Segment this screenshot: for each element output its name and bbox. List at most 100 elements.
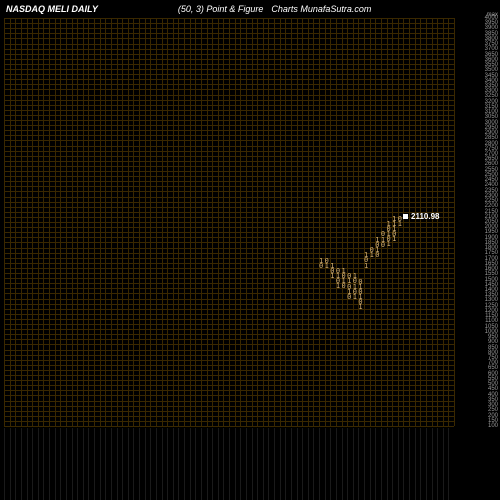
grid-line-v — [150, 18, 151, 426]
grid-line-v — [43, 18, 44, 426]
bottom-line — [263, 428, 264, 500]
bottom-line — [83, 428, 84, 500]
grid-line-v — [426, 18, 427, 426]
bottom-line — [72, 428, 73, 500]
bottom-line — [32, 428, 33, 500]
grid-line-v — [94, 18, 95, 426]
bottom-line — [448, 428, 449, 500]
current-price-marker — [403, 214, 408, 219]
grid-line-v — [139, 18, 140, 426]
pnf-cell: 1 — [358, 304, 362, 311]
grid-line-v — [55, 18, 56, 426]
bottom-line — [432, 428, 433, 500]
bottom-line — [313, 428, 314, 500]
y-axis-labels: 4000395039003850380037503700365036003550… — [456, 18, 498, 426]
pnf-cell: 1 — [353, 294, 357, 301]
grid-line-v — [15, 18, 16, 426]
bottom-line — [4, 428, 5, 500]
grid-line-v — [313, 18, 314, 426]
grid-line-v — [100, 18, 101, 426]
bottom-line — [15, 428, 16, 500]
grid-line-v — [403, 18, 404, 426]
grid-line-v — [280, 18, 281, 426]
current-price-label: 2110.98 — [411, 212, 439, 221]
grid-line-v — [330, 18, 331, 426]
grid-line-v — [88, 18, 89, 426]
pnf-cell: 1 — [330, 273, 334, 280]
bottom-line — [122, 428, 123, 500]
grid-line-v — [32, 18, 33, 426]
bottom-line — [100, 428, 101, 500]
grid-line-v — [297, 18, 298, 426]
chart-params: (50, 3) Point & Figure — [178, 4, 264, 14]
bottom-line — [88, 428, 89, 500]
pnf-cell: 1 — [370, 252, 374, 259]
grid-line-v — [167, 18, 168, 426]
grid-line-v — [325, 18, 326, 426]
bottom-line — [426, 428, 427, 500]
bottom-line — [246, 428, 247, 500]
bottom-line — [218, 428, 219, 500]
grid-line-v — [437, 18, 438, 426]
bottom-line — [229, 428, 230, 500]
grid-line-v — [252, 18, 253, 426]
grid-line-v — [443, 18, 444, 426]
grid-line-v — [178, 18, 179, 426]
grid-line-v — [190, 18, 191, 426]
bottom-line — [347, 428, 348, 500]
pnf-cell: 1 — [364, 263, 368, 270]
grid-line-v — [145, 18, 146, 426]
grid-line-v — [381, 18, 382, 426]
bottom-line — [415, 428, 416, 500]
grid-line-v — [420, 18, 421, 426]
grid-line-v — [432, 18, 433, 426]
pnf-cell: 0 — [381, 242, 385, 249]
grid-line-v — [347, 18, 348, 426]
bottom-line — [77, 428, 78, 500]
grid-line-v — [342, 18, 343, 426]
grid-line-v — [207, 18, 208, 426]
bottom-line — [190, 428, 191, 500]
pnf-cell: 1 — [387, 241, 391, 248]
bottom-line — [330, 428, 331, 500]
bottom-zone — [0, 428, 500, 500]
bottom-line — [398, 428, 399, 500]
grid-line-v — [268, 18, 269, 426]
grid-line-v — [336, 18, 337, 426]
grid-line-v — [358, 18, 359, 426]
bottom-line — [10, 428, 11, 500]
grid-line-v — [353, 18, 354, 426]
grid-line-v — [10, 18, 11, 426]
grid-line-v — [105, 18, 106, 426]
pnf-cell: 0 — [342, 283, 346, 290]
bottom-line — [364, 428, 365, 500]
grid-line-v — [218, 18, 219, 426]
bottom-line — [319, 428, 320, 500]
bottom-line — [184, 428, 185, 500]
grid-line-v — [415, 18, 416, 426]
grid-line-v — [27, 18, 28, 426]
bottom-line — [167, 428, 168, 500]
grid-line-v — [133, 18, 134, 426]
grid-line-v — [370, 18, 371, 426]
bottom-line — [173, 428, 174, 500]
grid-line-v — [117, 18, 118, 426]
pnf-cell: 0 — [375, 252, 379, 259]
bottom-line — [235, 428, 236, 500]
bottom-line — [381, 428, 382, 500]
bottom-line — [178, 428, 179, 500]
bottom-line — [375, 428, 376, 500]
grid-line-v — [375, 18, 376, 426]
grid-line-v — [285, 18, 286, 426]
grid-line-v — [229, 18, 230, 426]
bottom-line — [443, 428, 444, 500]
bottom-line — [223, 428, 224, 500]
bottom-line — [325, 428, 326, 500]
bottom-line — [150, 428, 151, 500]
grid-line-v — [72, 18, 73, 426]
grid-line-v — [195, 18, 196, 426]
grid-line-v — [364, 18, 365, 426]
bottom-line — [43, 428, 44, 500]
bottom-line — [94, 428, 95, 500]
bottom-line — [111, 428, 112, 500]
